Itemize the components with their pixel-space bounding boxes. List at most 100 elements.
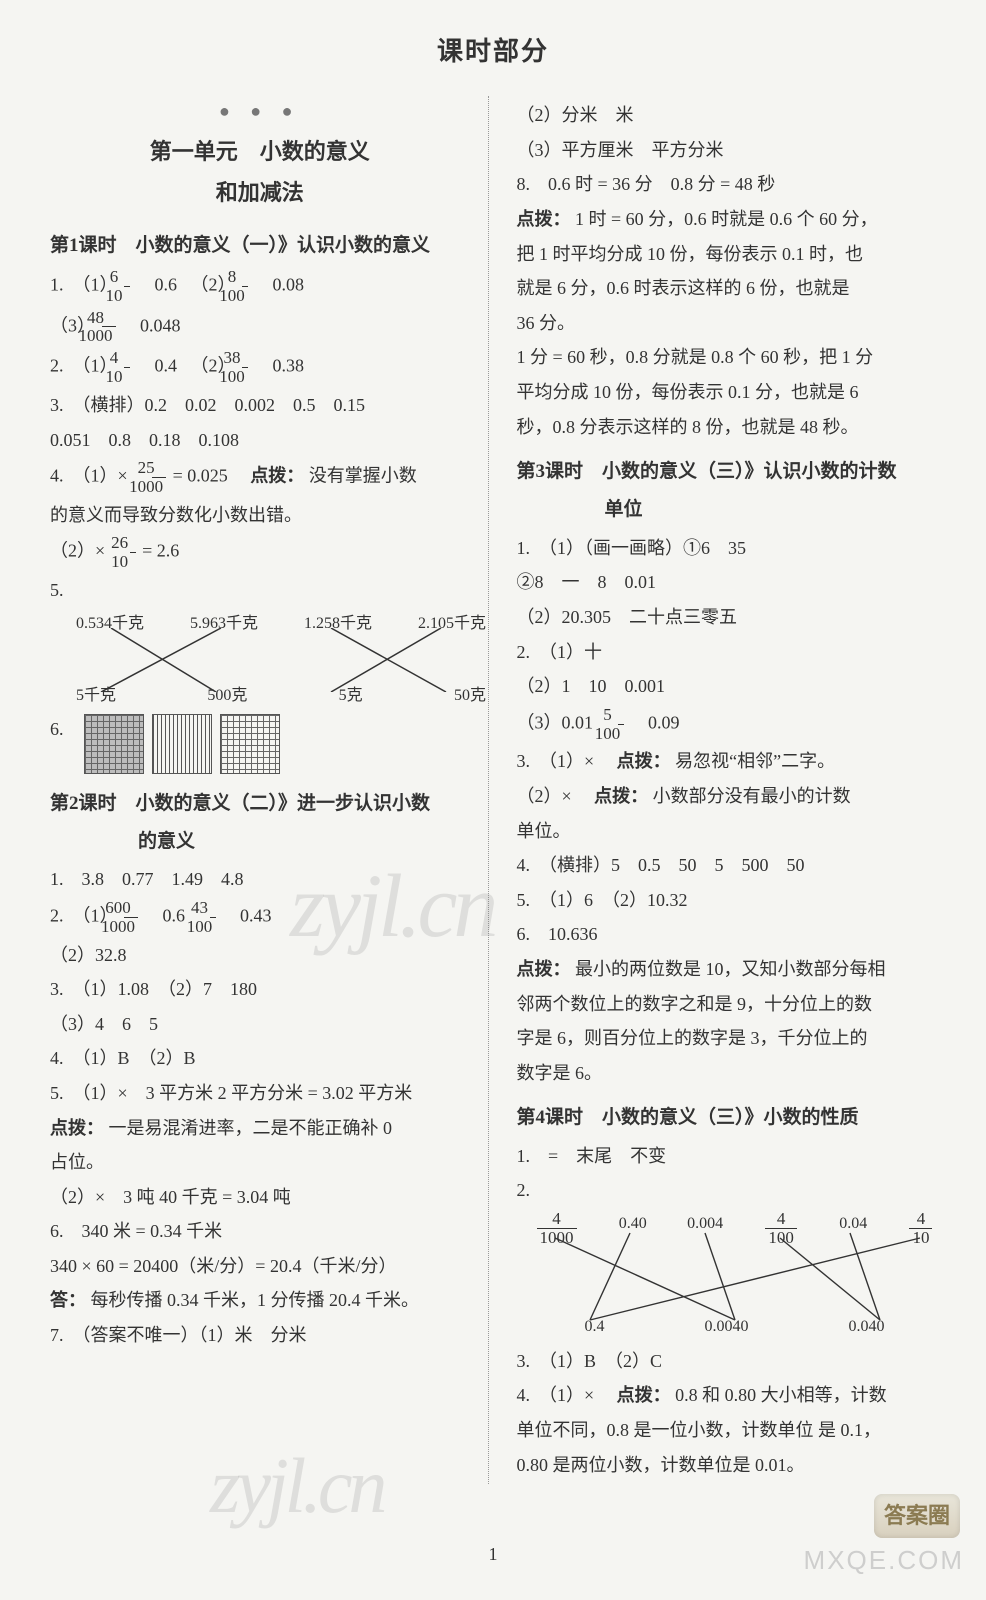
val: 0.6 bbox=[155, 274, 178, 294]
l2-q6-ans: 答： 每秒传播 0.34 千米，1 分传播 20.4 千米。 bbox=[50, 1285, 470, 1316]
den: 100 bbox=[242, 287, 248, 305]
txt: 0.09 bbox=[630, 712, 680, 732]
r-q8t7: 秒，0.8 分表示这样的 8 份，也就是 48 秒。 bbox=[517, 412, 937, 443]
l1-q3-line2: 0.051 0.8 0.18 0.108 bbox=[50, 425, 470, 456]
l4-q1: 1. = 末尾 不变 bbox=[517, 1141, 937, 1172]
val: 0.0040 bbox=[705, 1313, 749, 1340]
l1-q4-p1b: 的意义而导致分数化小数出错。 bbox=[50, 500, 470, 531]
r-q8t6: 平均分成 10 份，每份表示 0.1 分，也就是 6 bbox=[517, 377, 937, 408]
l3-q5: 5. （1）6 （2）10.32 bbox=[517, 885, 937, 916]
txt: （2）× bbox=[517, 786, 590, 806]
den: 1000 bbox=[152, 478, 166, 496]
l4-q4t3: 0.80 是两位小数，计数单位是 0.01。 bbox=[517, 1450, 937, 1481]
l3-q2b: （2）1 10 0.001 bbox=[517, 671, 937, 702]
tip-label: 点拨： bbox=[617, 1385, 671, 1405]
txt: 4. （1）× bbox=[517, 1385, 613, 1405]
l3-q6tip: 点拨： 最小的两位数是 10，又知小数部分每相 bbox=[517, 954, 937, 985]
l3-q1c: （2）20.305 二十点三零五 bbox=[517, 602, 937, 633]
tip-label: 点拨： bbox=[594, 786, 648, 806]
tip: 1 时 = 60 分，0.6 时就是 0.6 个 60 分， bbox=[575, 209, 878, 229]
l1-q6: 6. bbox=[50, 714, 470, 774]
val: 0.43 bbox=[240, 905, 272, 925]
lesson3-title-a: 第3课时 小数的意义（三）》认识小数的计数 bbox=[517, 456, 937, 488]
num: 4 bbox=[765, 1210, 797, 1229]
num: 4 bbox=[909, 1210, 932, 1229]
r-cont7a: （2）分米 米 bbox=[517, 100, 937, 131]
fraction: 600 1000 bbox=[124, 899, 138, 936]
l2-q6a: 6. 340 米 = 0.34 千米 bbox=[50, 1216, 470, 1247]
num: 6 bbox=[124, 268, 130, 287]
match-bot: 5千克 bbox=[76, 682, 116, 709]
num: 38 bbox=[242, 349, 248, 368]
ans: 每秒传播 0.34 千米，1 分传播 20.4 千米。 bbox=[91, 1290, 420, 1310]
tip-label: 点拨： bbox=[250, 466, 304, 486]
l3-q6t3: 字是 6，则百分位上的数字是 3，千分位上的 bbox=[517, 1023, 937, 1054]
r-q8a: 8. 0.6 时 = 36 分 0.8 分 = 48 秒 bbox=[517, 169, 937, 200]
l4-q3: 3. （1）B （2）C bbox=[517, 1346, 937, 1377]
num: 25 bbox=[152, 459, 166, 478]
num: 43 bbox=[210, 899, 216, 918]
l1-q3-line1: 3. （横排）0.2 0.02 0.002 0.5 0.15 bbox=[50, 390, 470, 421]
fraction: 38 100 bbox=[242, 349, 248, 386]
l1-q2: 2. （1） 4 10 0.4 （2） 38 100 0.38 bbox=[50, 349, 470, 386]
den: 100 bbox=[210, 918, 216, 936]
match-bot: 50克 bbox=[454, 682, 486, 709]
val: 0.08 bbox=[273, 274, 305, 294]
l3-q6a: 6. 10.636 bbox=[517, 919, 937, 950]
l2-q7: 7. （答案不唯一）（1）米 分米 bbox=[50, 1320, 470, 1351]
grid-square-icon bbox=[84, 714, 144, 774]
unit-title-line2: 和加减法 bbox=[50, 174, 470, 211]
l2-q5-tip2: 占位。 bbox=[50, 1147, 470, 1178]
eq: = 0.025 bbox=[173, 466, 246, 486]
l2-q2a: 2. （1） 600 1000 0.6 43 100 0.43 bbox=[50, 899, 470, 936]
l1-q1-part3: （3） 48 1000 0.048 bbox=[50, 309, 470, 346]
num: 5 bbox=[618, 706, 624, 725]
val: 0.048 bbox=[140, 315, 181, 335]
grid-square-icon bbox=[220, 714, 280, 774]
l3-q4: 4. （横排）5 0.5 50 5 500 50 bbox=[517, 850, 937, 881]
fraction: 6 10 bbox=[124, 268, 130, 305]
matching-diagram-1: 0.534千克 5.963千克 1.258千克 2.105千克 5千克 500克… bbox=[76, 610, 486, 710]
l3-q1b: ②8 一 8 0.01 bbox=[517, 567, 937, 598]
r-q8t5: 1 分 = 60 秒，0.8 分就是 0.8 个 60 秒，把 1 分 bbox=[517, 342, 937, 373]
page-title: 课时部分 bbox=[50, 30, 936, 74]
matching-diagram-2: 4 1000 0.40 0.004 4 100 0.04 4 10 bbox=[535, 1210, 935, 1340]
fraction: 4 10 bbox=[124, 349, 130, 386]
l4-q4a: 4. （1）× 点拨： 0.8 和 0.80 大小相等，计数 bbox=[517, 1380, 937, 1411]
den: 100 bbox=[618, 725, 624, 743]
tip: 一是易混淆进率，二是不能正确补 0 bbox=[109, 1118, 393, 1138]
val: 0.38 bbox=[273, 356, 305, 376]
grid-square-icon bbox=[152, 714, 212, 774]
page-number: 1 bbox=[489, 1539, 498, 1570]
l2-q5a: 5. （1）× 3 平方米 2 平方分米 = 3.02 平方米 bbox=[50, 1078, 470, 1109]
fraction: 48 1000 bbox=[102, 309, 116, 346]
r-cont7b: （3）平方厘米 平方分米 bbox=[517, 135, 937, 166]
l2-q6b: 340 × 60 = 20400（米/分）= 20.4（千米/分） bbox=[50, 1251, 470, 1282]
l3-q6t4: 数字是 6。 bbox=[517, 1058, 937, 1089]
tip: 没有掌握小数 bbox=[309, 466, 417, 486]
den: 1000 bbox=[124, 918, 138, 936]
l1-q4-p2: （2）× 26 10 = 2.6 bbox=[50, 534, 470, 571]
lesson2-title-a: 第2课时 小数的意义（二）》进一步认识小数 bbox=[50, 788, 470, 820]
two-column-layout: ● ● ● 第一单元 小数的意义 和加减法 第1课时 小数的意义（一）》认识小数… bbox=[50, 96, 936, 1484]
val: 0.040 bbox=[849, 1313, 885, 1340]
tip: 0.8 和 0.80 大小相等，计数 bbox=[675, 1385, 887, 1405]
l2-q1: 1. 3.8 0.77 1.49 4.8 bbox=[50, 864, 470, 895]
l3-q2a: 2. （1）十 bbox=[517, 637, 937, 668]
txt: 3. （1）× bbox=[517, 751, 613, 771]
den: 100 bbox=[242, 368, 248, 386]
l4-q4t2: 单位不同，0.8 是一位小数，计数单位 是 0.1， bbox=[517, 1415, 937, 1446]
lesson1-title: 第1课时 小数的意义（一）》认识小数的意义 bbox=[50, 230, 470, 262]
tip-label: 点拨： bbox=[517, 209, 571, 229]
r-q8t4: 36 分。 bbox=[517, 308, 937, 339]
num: 26 bbox=[130, 534, 136, 553]
l1-q5-label: 5. bbox=[50, 575, 470, 606]
fraction: 43 100 bbox=[210, 899, 216, 936]
l1-q4-p1: 4. （1）× 25 1000 = 0.025 点拨： 没有掌握小数 bbox=[50, 459, 470, 496]
num: 8 bbox=[242, 268, 248, 287]
den: 10 bbox=[130, 553, 136, 571]
tip-label: 点拨： bbox=[517, 959, 571, 979]
l4-q2-label: 2. bbox=[517, 1175, 937, 1206]
num: 4 bbox=[537, 1210, 577, 1229]
l3-q6t2: 邻两个数位上的数字之和是 9，十分位上的数 bbox=[517, 989, 937, 1020]
